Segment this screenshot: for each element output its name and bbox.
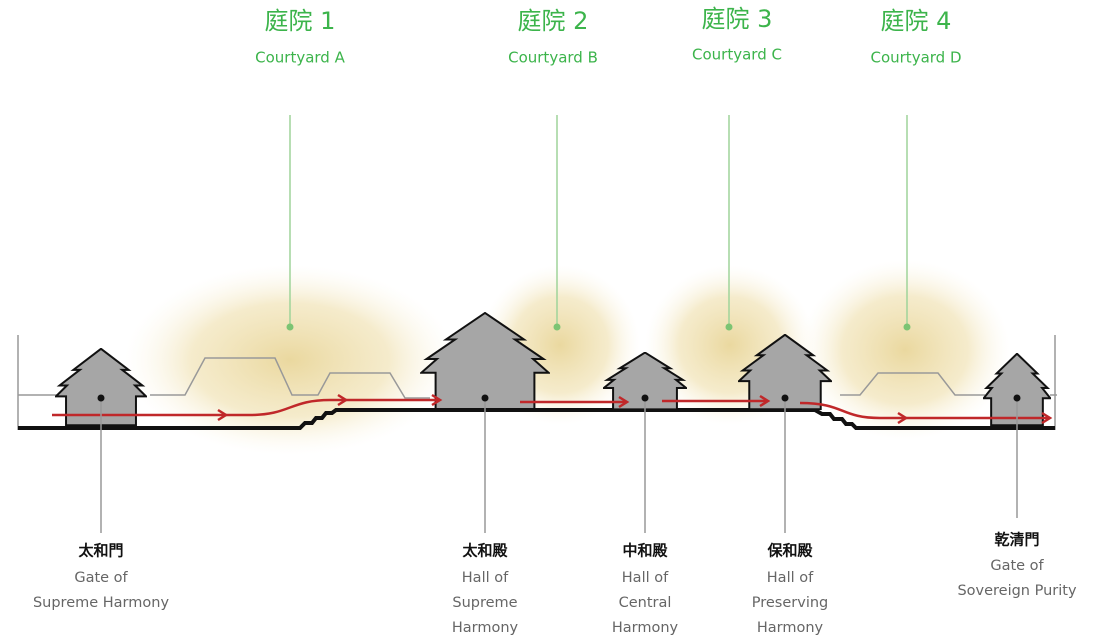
courtyard-label: 庭院 2 xyxy=(518,7,589,35)
courtyard-pointers xyxy=(286,115,911,331)
building-leaders xyxy=(97,394,1021,533)
building-english: Harmony xyxy=(452,620,519,636)
building-english: Harmony xyxy=(757,620,824,636)
building-labels: 太和門 Gate of Supreme Harmony 太和殿 Hall of … xyxy=(33,531,1077,637)
courtyard-label: 庭院 1 xyxy=(265,7,336,35)
building-english: Gate of xyxy=(990,558,1044,574)
wall-outlines xyxy=(17,335,1057,430)
building-name: 太和門 xyxy=(78,542,123,560)
building-english: Supreme Harmony xyxy=(33,595,169,611)
building-name: 太和殿 xyxy=(462,542,508,560)
building-english: Hall of xyxy=(767,570,814,586)
building-name: 保和殿 xyxy=(766,542,813,560)
building-english: Preserving xyxy=(752,595,829,611)
courtyard-labels: 庭院 1 Courtyard A 庭院 2 Courtyard B 庭院 3 C… xyxy=(255,5,961,67)
building-english: Hall of xyxy=(622,570,669,586)
building-name: 乾清門 xyxy=(994,531,1039,549)
building-english: Harmony xyxy=(612,620,679,636)
courtyard-name: Courtyard B xyxy=(508,49,598,67)
courtyard-label: 庭院 3 xyxy=(702,5,773,33)
building-english: Hall of xyxy=(462,570,509,586)
courtyard-name: Courtyard D xyxy=(870,49,961,67)
building-english: Supreme xyxy=(452,595,517,611)
building-english: Gate of xyxy=(74,570,128,586)
courtyard-label: 庭院 4 xyxy=(881,7,952,35)
courtyard-name: Courtyard C xyxy=(692,46,782,64)
route xyxy=(52,393,1053,425)
building-english: Sovereign Purity xyxy=(957,583,1077,599)
building-english: Central xyxy=(619,595,672,611)
ground xyxy=(18,408,1055,430)
courtyard-name: Courtyard A xyxy=(255,49,345,67)
building-name: 中和殿 xyxy=(622,542,668,560)
